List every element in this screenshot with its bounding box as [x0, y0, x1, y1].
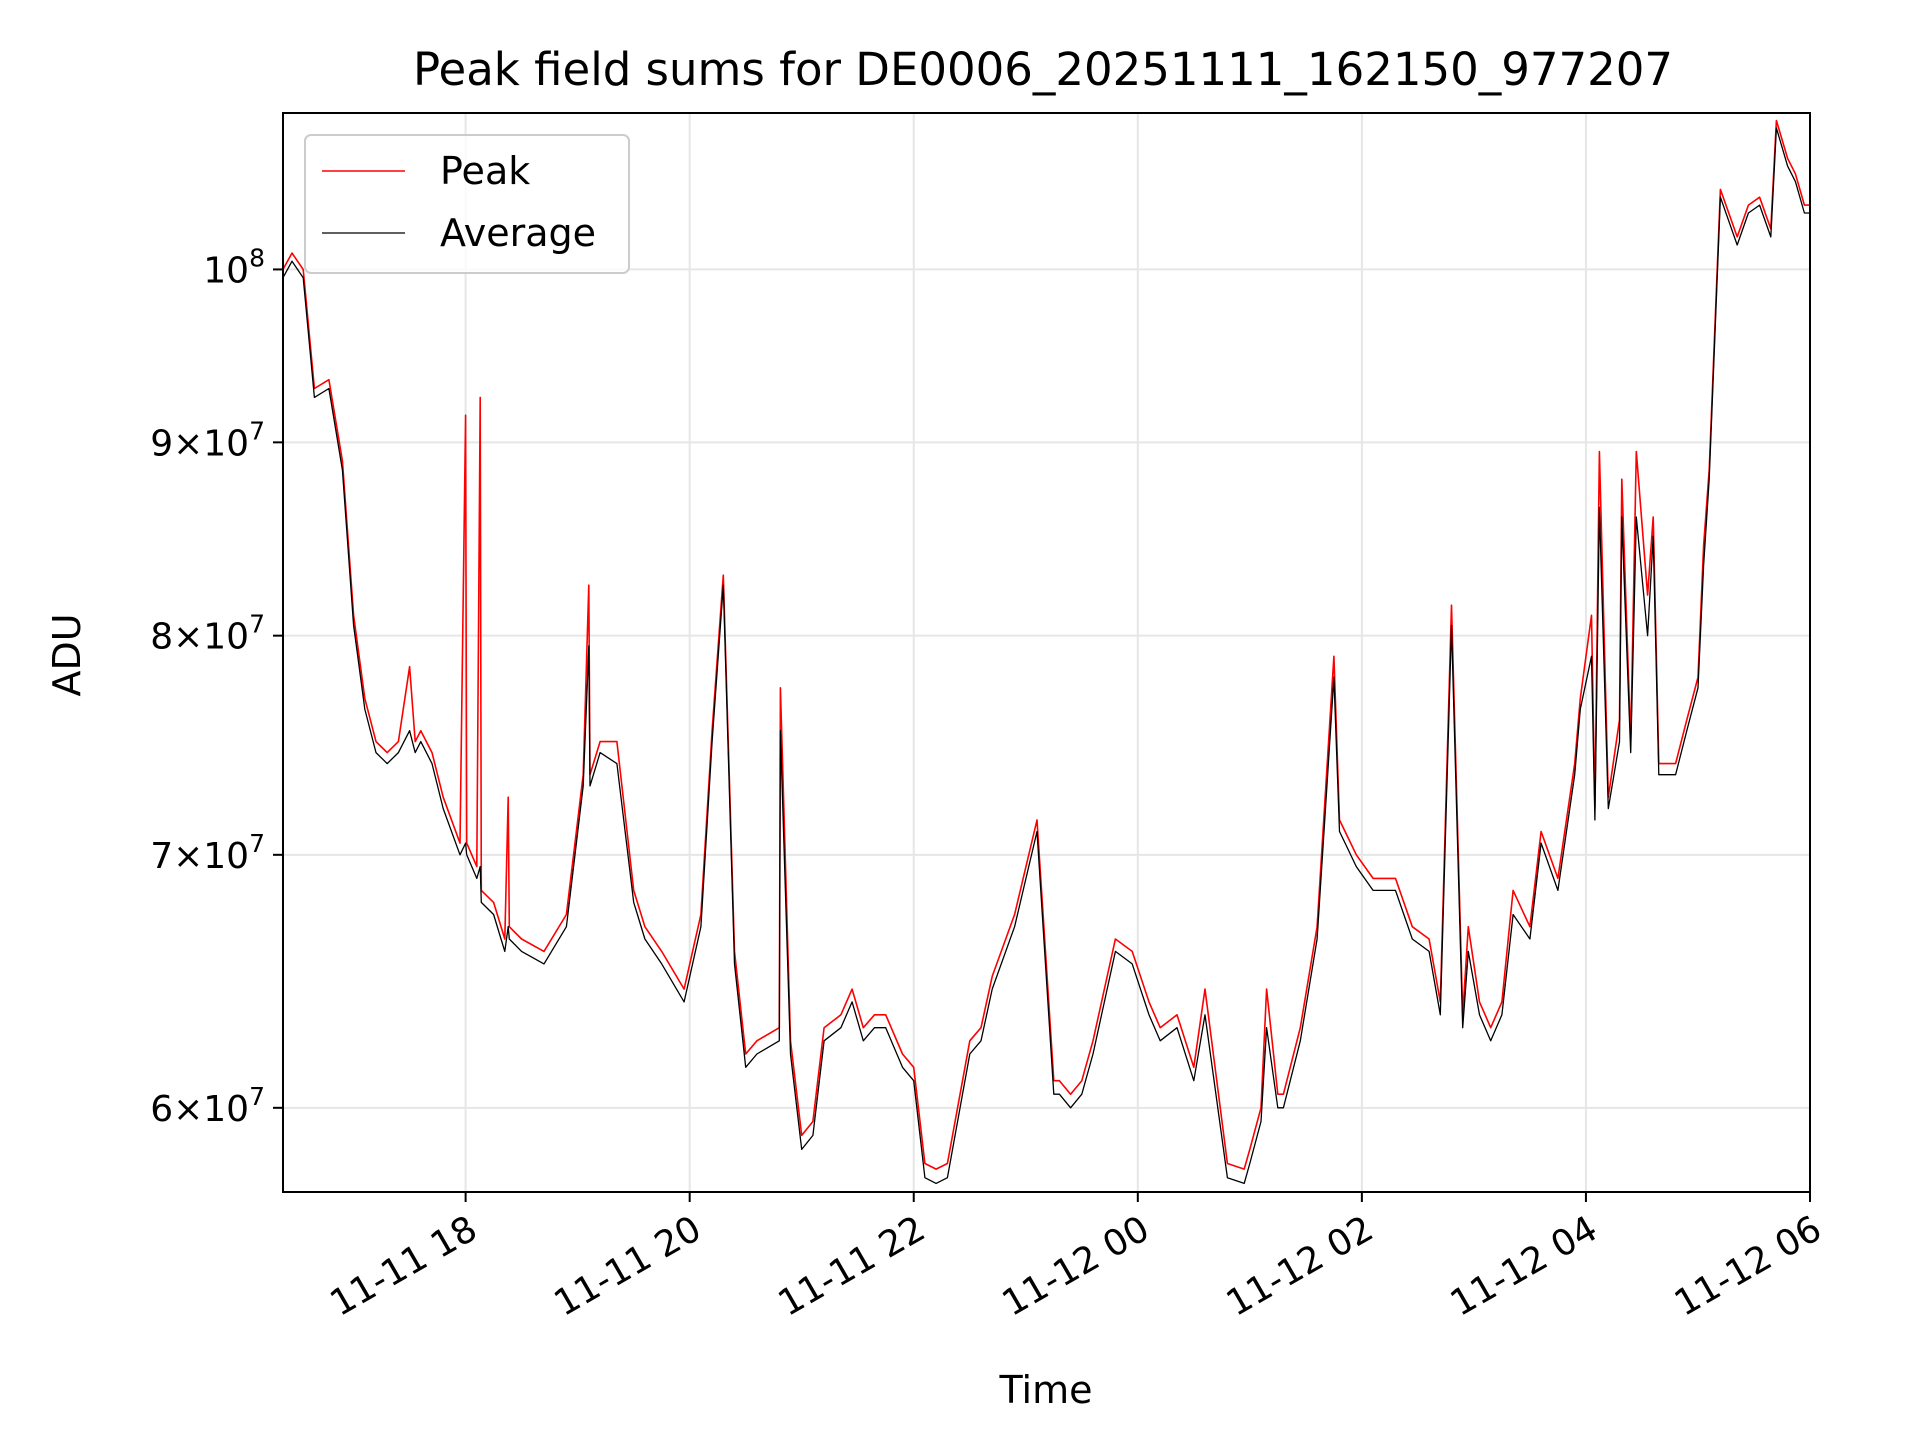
series-lines	[282, 119, 1810, 1185]
legend: Peak Average	[304, 134, 630, 274]
legend-label-peak: Peak	[440, 149, 530, 193]
chart-title: Peak field sums for DE0006_20251111_1621…	[413, 43, 1673, 96]
y-tick-label: 6×107	[150, 1082, 265, 1130]
y-tick-mantissa: 9	[150, 423, 173, 464]
plot-area	[282, 112, 1811, 1193]
y-axis-label: ADU	[45, 613, 89, 696]
y-tick-label: 7×107	[150, 829, 265, 877]
y-tick-exponent: 7	[249, 829, 265, 858]
y-tick-exponent: 7	[249, 610, 265, 639]
y-tick-base: 10	[203, 250, 249, 291]
plot-background	[283, 113, 1810, 1192]
y-tick-exponent: 8	[249, 243, 265, 272]
y-tick-base: 10	[203, 836, 249, 877]
legend-label-average: Average	[440, 211, 596, 255]
y-tick-label: 108	[203, 243, 265, 291]
series-line-average	[282, 127, 1810, 1185]
x-axis-label: Time	[999, 1368, 1093, 1412]
y-tick-base: 10	[203, 617, 249, 658]
y-tick-exponent: 7	[249, 1082, 265, 1111]
y-tick-mantissa: 8	[150, 617, 173, 658]
plot-frame	[282, 112, 1811, 1193]
y-tick-base: 10	[203, 423, 249, 464]
y-tick-base: 10	[203, 1089, 249, 1130]
y-tick-exponent: 7	[249, 416, 265, 445]
y-tick-label: 8×107	[150, 610, 265, 658]
y-tick-label: 9×107	[150, 416, 265, 464]
legend-frame	[304, 134, 630, 274]
y-tick-mantissa: 7	[150, 836, 173, 877]
y-tick-mantissa: 6	[150, 1089, 173, 1130]
grid-lines	[283, 113, 1811, 1192]
